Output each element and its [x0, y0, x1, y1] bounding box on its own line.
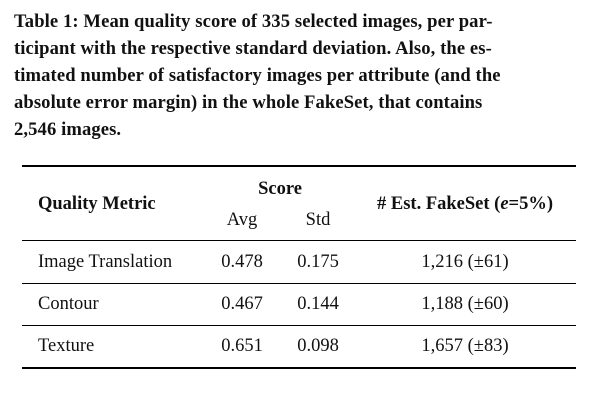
header-rule — [22, 240, 576, 241]
row-rule — [22, 283, 576, 284]
header-avg: Avg — [226, 210, 258, 230]
caption-line-1: Table 1: Mean quality score of 335 selec… — [14, 11, 493, 32]
row-std: 0.175 — [297, 252, 339, 272]
header-est-suffix: =5%) — [508, 194, 553, 214]
header-std: Std — [305, 210, 331, 230]
row-std: 0.144 — [297, 294, 339, 314]
row-avg: 0.651 — [221, 336, 263, 356]
row-est: 1,657 (±83) — [421, 336, 509, 356]
header-quality-metric: Quality Metric — [38, 194, 156, 214]
row-est: 1,216 (±61) — [421, 252, 509, 272]
header-est-prefix: # Est. FakeSet ( — [377, 194, 501, 214]
table-caption: Table 1: Mean quality score of 335 selec… — [14, 8, 588, 143]
header-est-fakeset: # Est. FakeSet (e=5%) — [365, 193, 565, 215]
header-score: Score — [258, 179, 302, 199]
row-avg: 0.467 — [221, 294, 263, 314]
row-rule — [22, 325, 576, 326]
caption-line-4: absolute error margin) in the whole Fake… — [14, 92, 483, 113]
row-est: 1,188 (±60) — [421, 294, 509, 314]
header-est-var: e — [500, 194, 509, 214]
table-top-rule — [22, 165, 576, 167]
row-metric: Contour — [38, 294, 99, 314]
row-metric: Texture — [38, 336, 95, 356]
row-std: 0.098 — [297, 336, 339, 356]
table-bottom-rule — [22, 367, 576, 369]
row-metric: Image Translation — [38, 252, 173, 272]
caption-line-5: 2,546 images. — [14, 119, 122, 140]
caption-line-2: ticipant with the respective standard de… — [14, 38, 492, 59]
caption-line-3: timated number of satisfactory images pe… — [14, 65, 501, 86]
row-avg: 0.478 — [221, 252, 263, 272]
